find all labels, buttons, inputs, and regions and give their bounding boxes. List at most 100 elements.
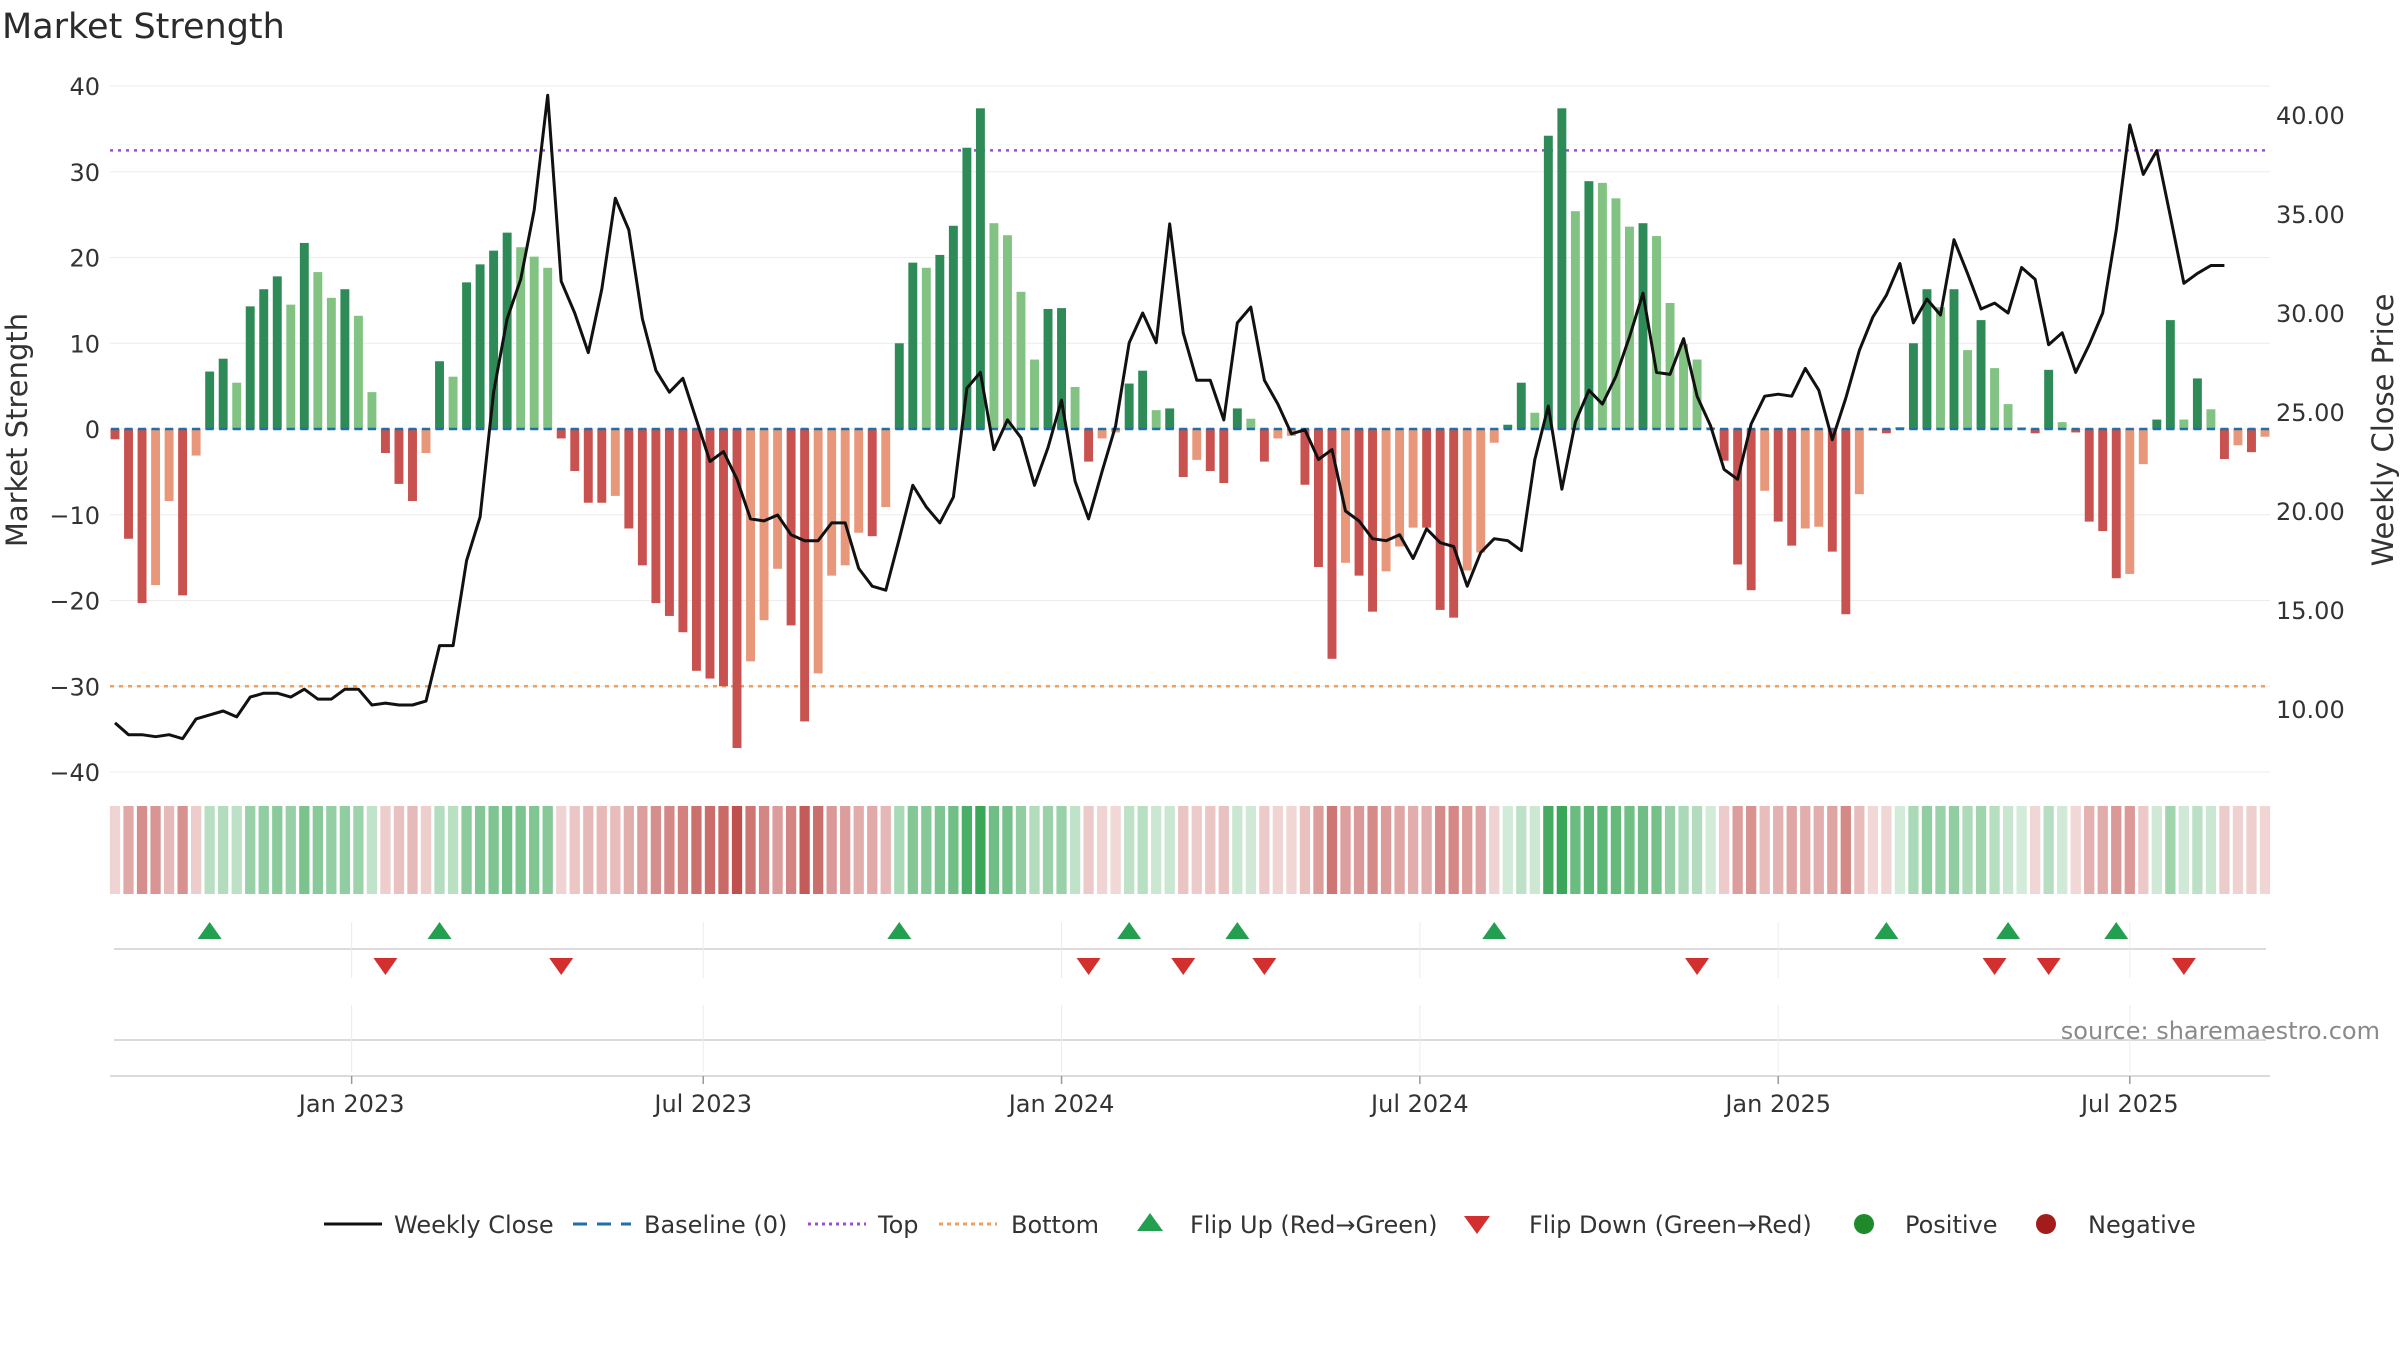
strip-cell [1786,806,1797,894]
strength-bar [2084,429,2094,522]
strip-cell [285,806,296,894]
strip-cell [1746,806,1757,894]
strength-bar [813,429,823,674]
strength-bar [1124,383,1134,429]
strip-cell [664,806,675,894]
strip-cell [2246,806,2257,894]
strength-bar [394,429,404,484]
strength-bar [1381,429,1391,572]
strip-cell [2002,806,2014,894]
strength-bar [543,267,553,429]
strength-bar [1584,181,1594,429]
strip-cell [1435,806,1446,894]
strip-cell [258,806,269,894]
strip-cell [907,806,918,894]
strip-cell [204,806,215,894]
strength-bar [137,429,147,604]
strength-bar [1679,344,1689,429]
strip-cell [190,806,202,894]
strip-cell [1164,806,1175,894]
flip-down-marker [1685,958,1710,975]
y-tick-label: −10 [49,502,100,530]
strip-cell [1475,806,1486,894]
strip-cell [1989,806,2000,894]
weekly-close-line [114,93,2225,741]
strength-bar [1151,410,1161,429]
strip-cell [488,806,499,894]
strip-cell [1556,806,1567,894]
strength-bar [1354,429,1364,576]
flip-down-marker [2171,958,2196,975]
strength-bar [989,223,999,429]
strip-cell [1881,806,1892,894]
y-tick-label: −40 [49,759,100,787]
legend-bottom: Bottom [1011,1211,1099,1239]
source-note: source: sharemaestro.com [2061,1017,2380,1045]
strip-cell [2057,806,2068,894]
strip-cell [921,806,932,894]
strength-bar [2057,422,2067,429]
flip-down-marker [1076,958,1101,975]
strip-cell [1191,806,1202,894]
strip-cell [1962,806,1973,894]
strip-cell [1502,806,1513,894]
strip-cell [1894,806,1906,894]
strip-cell [163,806,175,894]
reference-lines [110,149,2270,688]
strip-cell [1286,806,1297,894]
strength-bar [340,289,350,429]
strip-cell [1705,806,1716,894]
y2-tick-label: 40.00 [2276,102,2345,130]
flip-up-marker [427,922,452,939]
strength-bar [191,429,201,456]
strength-bar [1503,424,1513,429]
x-tick-label: Jan 2023 [297,1090,405,1118]
strip-cell [1583,806,1595,894]
strip-cell [1637,806,1649,894]
x-tick-label: Jul 2023 [652,1090,752,1118]
strip-cell [1015,806,1027,894]
flip-up-marker [887,922,912,939]
strength-bar [1760,429,1770,491]
strength-bar [1936,307,1945,429]
strip-cell [1124,806,1135,894]
strength-bar [408,429,417,502]
strength-bar [1408,429,1418,528]
y2-axis-label: Weekly Close Price [2366,294,2400,567]
strength-bar [1800,429,1810,529]
x-tick-label: Jan 2024 [1007,1090,1115,1118]
strength-bar [705,429,715,679]
strip-cell [2070,806,2081,894]
strength-bar [1489,429,1499,443]
legend-flip-down: Flip Down (Green→Red) [1529,1211,1812,1239]
strip-cell [1232,806,1243,894]
strength-bar [1368,429,1378,612]
strength-bar [840,429,850,566]
strength-bar [232,382,242,429]
legend-top: Top [877,1211,919,1239]
strength-bar [1422,429,1432,528]
strip-cell [136,806,148,894]
strip-cell [123,806,134,894]
strip-cell [2165,806,2176,894]
strip-cell [1678,806,1689,894]
strip-cell [1462,806,1473,894]
strength-bar [1922,289,1932,429]
strength-bar [1341,429,1350,563]
chart-title: Market Strength [2,7,285,47]
legend-positive: Positive [1905,1211,1998,1239]
flip-up-marker [1996,922,2021,939]
strip-cell [1651,806,1662,894]
strength-bar [529,256,539,429]
right-axis-ticks: 40.00 35.00 30.00 25.00 20.00 15.00 10.00 [2276,102,2345,724]
strength-bar [651,429,661,604]
strength-bar [746,429,755,662]
strip-cell [1069,806,1081,894]
strength-bar [2192,378,2202,429]
strength-bar [691,429,701,671]
strength-bar [1625,226,1634,429]
strip-cell [731,806,743,894]
strip-cell [1813,806,1824,894]
strip-cell [1096,806,1108,894]
strength-bar [178,429,188,596]
